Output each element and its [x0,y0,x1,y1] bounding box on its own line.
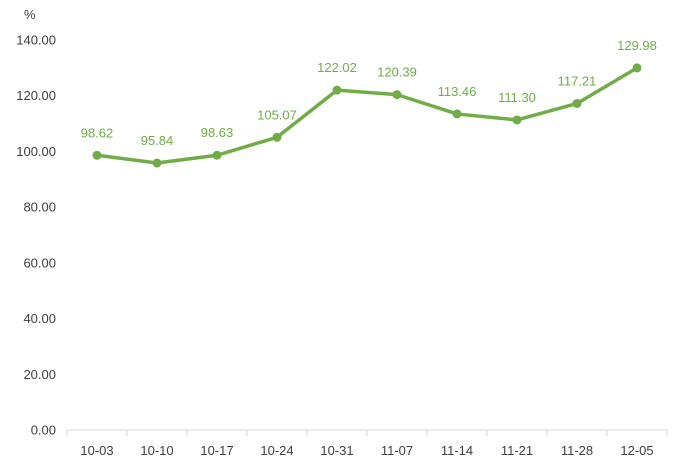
data-point [452,109,462,119]
data-label: 95.84 [141,133,174,148]
y-tick-label: 100.00 [16,144,56,159]
data-label: 122.02 [317,60,357,75]
data-label: 105.07 [257,107,297,122]
x-tick-label: 11-07 [381,443,413,458]
y-tick-label: 120.00 [16,88,56,103]
x-tick-label: 11-21 [501,443,533,458]
y-tick-label: 40.00 [23,311,56,326]
x-tick-label: 10-31 [320,443,353,458]
data-point [512,115,522,125]
y-tick-label: 0.00 [31,423,56,438]
y-axis: 0.00 20.00 40.00 60.00 80.00 100.00 120.00 140.… [16,33,56,438]
x-tick-label: 11-14 [441,443,473,458]
data-label: 117.21 [558,73,597,88]
data-point [572,98,582,108]
data-label: 98.62 [81,125,114,140]
y-tick-label: 60.00 [23,255,56,270]
y-tick-label: 140.00 [16,33,56,48]
data-label: 120.39 [377,65,417,80]
data-point [332,85,342,95]
data-point [632,63,642,73]
data-point [152,158,162,168]
y-tick-label: 80.00 [23,200,56,215]
data-label: 113.46 [438,84,477,99]
x-tick-label: 10-10 [140,443,173,458]
x-tick-label: 10-17 [200,443,233,458]
data-label: 98.63 [201,125,234,140]
y-tick-label: 20.00 [23,367,56,382]
data-point [212,150,222,160]
data-label: 111.30 [498,90,536,105]
data-point [392,90,402,100]
y-unit-label: % [24,7,36,22]
x-tick-label: 11-28 [561,443,593,458]
data-point [92,150,102,160]
data-label: 129.98 [617,38,657,53]
series-line [95,66,639,165]
x-tick-label: 12-05 [620,443,653,458]
x-axis: 10-03 10-10 10-17 10-24 10-31 11-07 11-14 11-21… [66,430,668,458]
series-layer: 98.62 95.84 98.63 105.07 122.02 120.39 113.46 1… [81,38,657,168]
data-point [272,132,282,142]
x-tick-label: 10-24 [260,443,293,458]
x-tick-label: 10-03 [80,443,113,458]
